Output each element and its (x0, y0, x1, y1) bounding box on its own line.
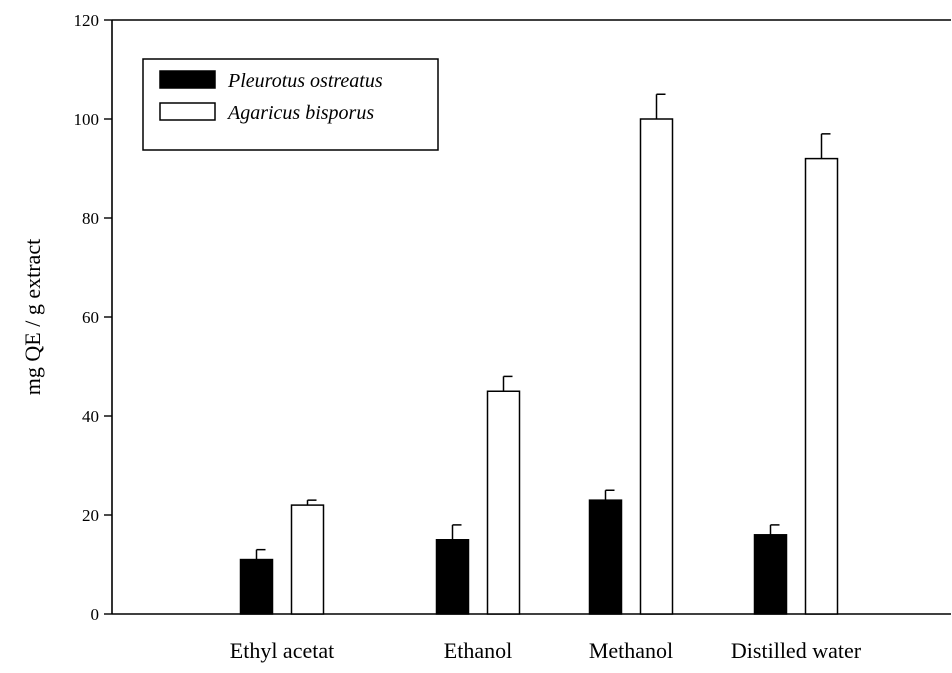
bar (804, 157, 839, 615)
y-axis-title: mg QE / g extract (20, 239, 45, 395)
legend: Pleurotus ostreatus Agaricus bisporus (142, 58, 439, 151)
bar (486, 390, 521, 615)
category-label: Ethanol (444, 638, 512, 663)
bar (290, 504, 325, 615)
bar (588, 499, 623, 615)
y-tick-label: 80 (82, 209, 99, 228)
y-tick-label: 20 (82, 506, 99, 525)
y-tick-label: 60 (82, 308, 99, 327)
category-label: Ethyl acetat (230, 638, 334, 663)
y-tick-label: 120 (74, 11, 100, 30)
y-tick-label: 100 (74, 110, 100, 129)
legend-label: Pleurotus ostreatus (227, 70, 383, 92)
bar (639, 118, 674, 615)
category-label: Distilled water (731, 638, 862, 663)
bar (239, 558, 274, 615)
y-tick-label: 40 (82, 407, 99, 426)
legend-label: Agaricus bisporus (226, 102, 374, 124)
legend-swatch (159, 70, 216, 89)
legend-swatch (159, 102, 216, 121)
bars (239, 93, 839, 615)
y-tick-label: 0 (91, 605, 100, 624)
bar (753, 534, 788, 615)
category-label: Methanol (589, 638, 673, 663)
bar (435, 539, 470, 615)
labels: 0 20 40 60 80 100 120 mg QE / g extract Ethyl ac… (20, 11, 862, 663)
